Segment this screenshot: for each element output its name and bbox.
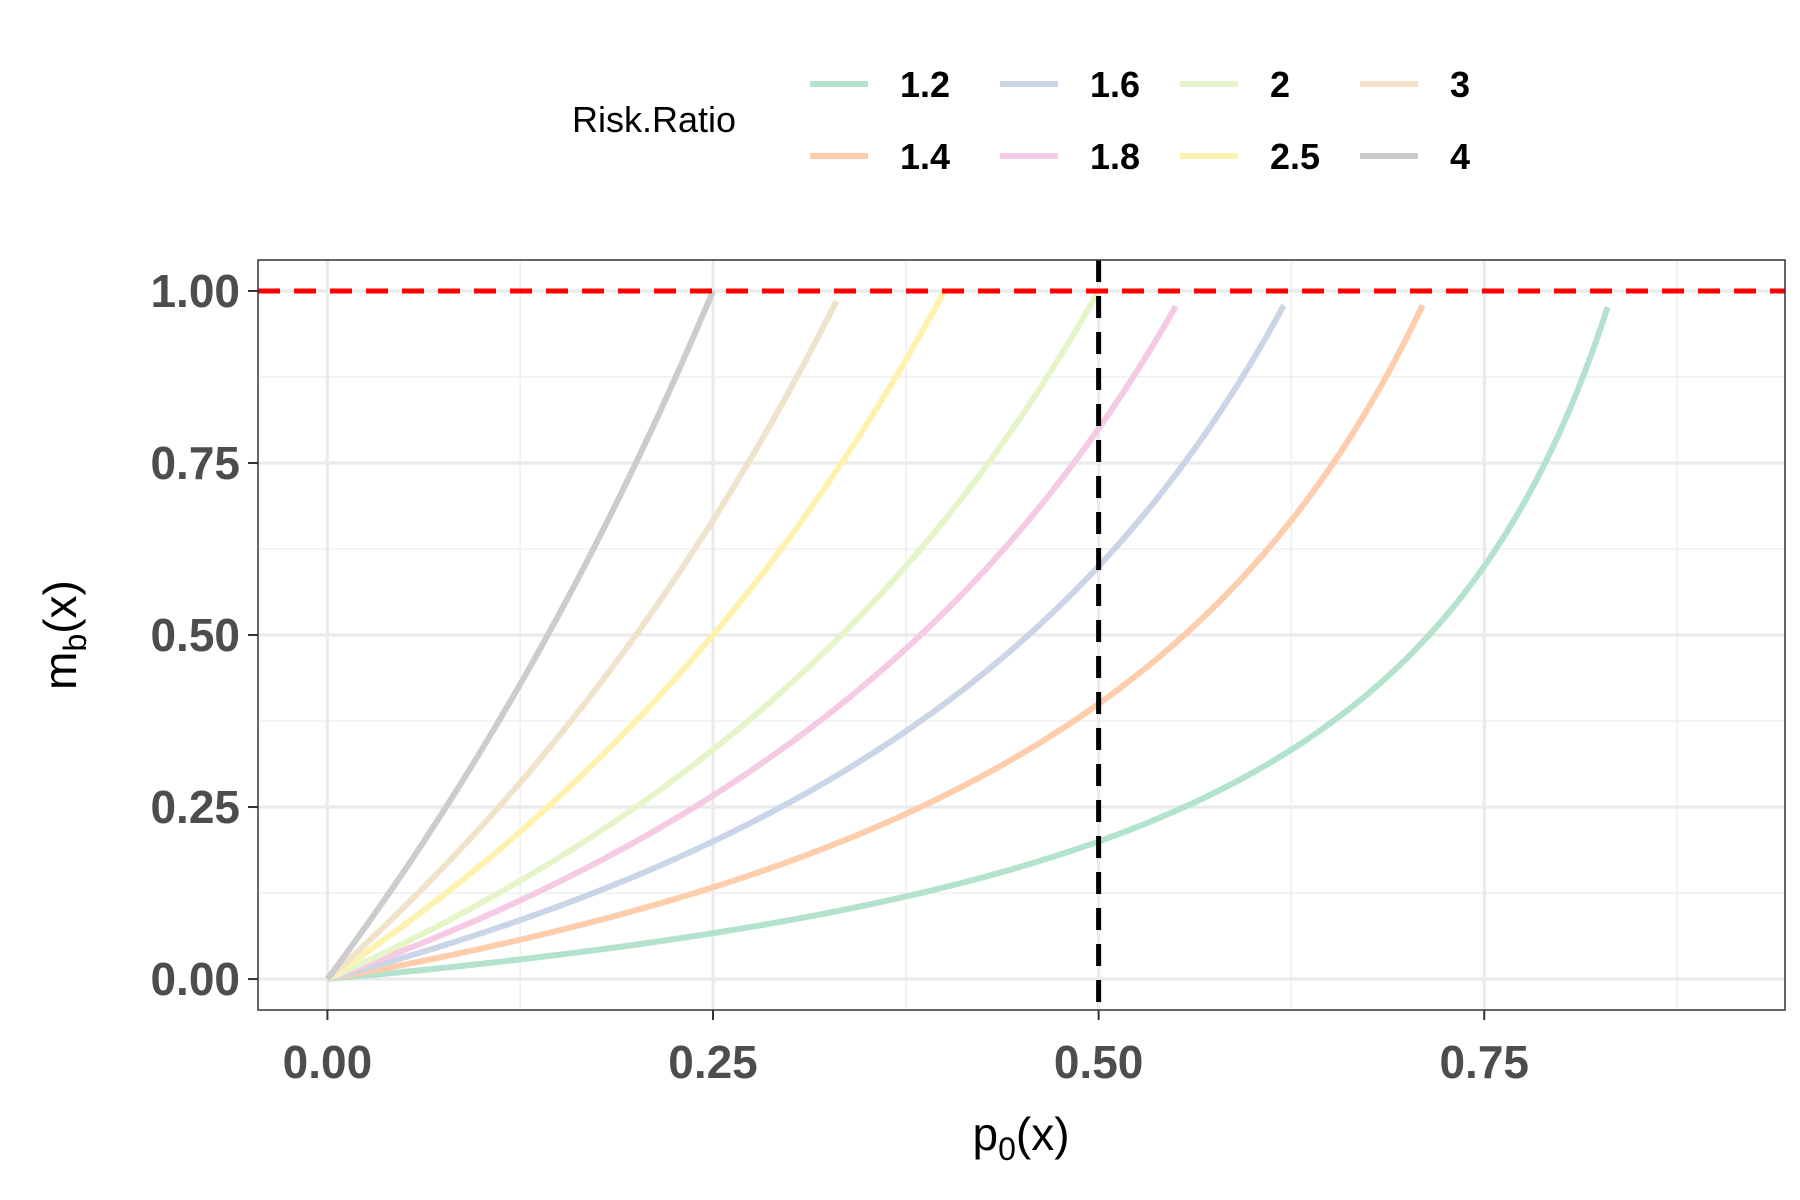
- y-axis-title-suffix: (x): [34, 580, 86, 634]
- y-axis-title-main: m: [34, 652, 86, 690]
- series-layer: [325, 289, 1611, 983]
- x-axis-ticks: 0.00 0.25 0.50 0.75: [283, 1010, 1529, 1088]
- series-line-rr-2: [326, 289, 1102, 982]
- x-tick-label: 0.75: [1439, 1036, 1529, 1088]
- series-line-rr-1.8: [326, 304, 1179, 982]
- y-axis-title: mb(x): [34, 580, 93, 690]
- series-line-rr-4: [325, 289, 716, 981]
- y-tick-label: 0.00: [150, 953, 240, 1005]
- y-axis-ticks: 0.00 0.25 0.50 0.75 1.00: [150, 265, 258, 1005]
- legend-label-rr-4: 4: [1450, 136, 1470, 177]
- series-line-rr-1.6: [326, 304, 1287, 982]
- x-tick-label: 0.25: [668, 1036, 758, 1088]
- legend-label-rr-1.6: 1.6: [1090, 64, 1140, 105]
- legend-label-rr-2.5: 2.5: [1270, 136, 1320, 177]
- legend-items: 1.2 1.4 1.6 1.8 2 2.5 3 4: [810, 64, 1470, 177]
- legend-label-rr-1.4: 1.4: [900, 136, 950, 177]
- x-tick-label: 0.50: [1054, 1036, 1144, 1088]
- legend: Risk.Ratio 1.2 1.4 1.6 1.8 2 2.5 3 4: [572, 64, 1470, 177]
- x-axis-title-subscript: 0: [998, 1131, 1016, 1167]
- legend-label-rr-1.8: 1.8: [1090, 136, 1140, 177]
- series-line-rr-1.2: [327, 306, 1611, 983]
- series-line-rr-2.5: [325, 289, 948, 982]
- legend-label-rr-3: 3: [1450, 64, 1470, 105]
- x-tick-label: 0.00: [283, 1036, 373, 1088]
- x-axis-title: p0(x): [972, 1108, 1069, 1167]
- y-axis-title-subscript: b: [57, 634, 93, 652]
- legend-label-rr-1.2: 1.2: [900, 64, 950, 105]
- series-line-rr-3: [325, 299, 840, 982]
- x-axis-title-main: p: [972, 1108, 998, 1160]
- reference-lines: [258, 260, 1785, 1010]
- x-axis-title-suffix: (x): [1016, 1108, 1070, 1160]
- series-line-rr-1.4: [326, 303, 1426, 982]
- legend-title: Risk.Ratio: [572, 99, 736, 140]
- y-tick-label: 0.50: [150, 609, 240, 661]
- y-tick-label: 1.00: [150, 265, 240, 317]
- y-tick-label: 0.25: [150, 781, 240, 833]
- y-tick-label: 0.75: [150, 437, 240, 489]
- legend-label-rr-2: 2: [1270, 64, 1290, 105]
